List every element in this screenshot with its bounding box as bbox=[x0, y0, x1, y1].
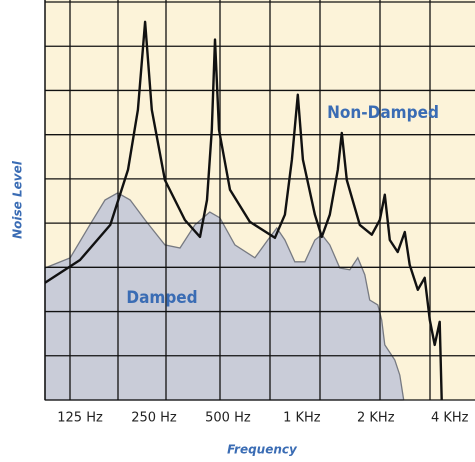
series-layer bbox=[44, 192, 405, 401]
y-axis-label: Noise Level bbox=[11, 160, 25, 239]
x-tick-label: 1 KHz bbox=[283, 411, 321, 426]
series-annotation: Damped bbox=[126, 288, 197, 308]
x-tick-label: 125 Hz bbox=[57, 411, 103, 426]
plot-area bbox=[44, 0, 475, 401]
non-damped-line bbox=[44, 20, 443, 401]
x-axis-label: Frequency bbox=[227, 443, 298, 457]
x-tick-label: 500 Hz bbox=[205, 411, 251, 426]
grid bbox=[44, 0, 475, 401]
x-tick-label: 2 KHz bbox=[357, 411, 395, 426]
series-annotation: Non-Damped bbox=[327, 103, 439, 123]
line-layer bbox=[44, 20, 443, 401]
x-tick-label: 250 Hz bbox=[131, 411, 177, 426]
x-tick-label: 4 KHz bbox=[431, 411, 469, 426]
damped-area bbox=[44, 192, 405, 401]
